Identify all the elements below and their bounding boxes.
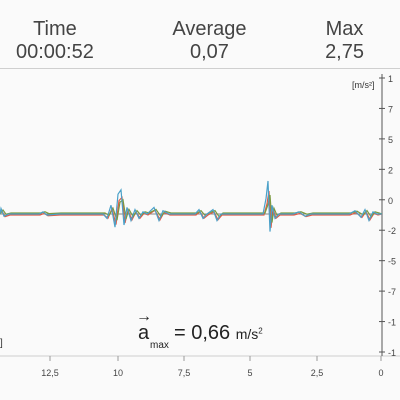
amax-unit: m/s2	[236, 326, 263, 342]
average-value: 0,07	[189, 41, 229, 63]
y-tick-label: 1	[388, 74, 393, 84]
amax-subscript: max	[150, 340, 169, 351]
amax-readout: → a max = 0,66 m/s2	[134, 308, 294, 352]
x-tick-label: 10	[113, 368, 123, 378]
y-tick-label: -1	[388, 348, 396, 358]
x-tick-label: 2,5	[311, 368, 324, 378]
y-tick-label: -7	[388, 287, 396, 297]
max-value: 2,75	[325, 41, 364, 63]
amax-value: = 0,66 m/s2	[174, 322, 263, 345]
time-label: Time	[33, 18, 77, 40]
x-tick-label: 5	[247, 368, 252, 378]
amax-unit-text: m/s	[235, 326, 259, 342]
amax-number: = 0,66	[174, 322, 231, 344]
time-value: 00:00:52	[16, 41, 94, 63]
x-tick-label: 12,5	[41, 368, 59, 378]
time-stat: Time 00:00:52	[16, 18, 94, 64]
amax-symbol: a	[138, 322, 150, 344]
y-tick-label: 0	[388, 196, 393, 206]
stats-header: Time 00:00:52 Average 0,07 Max 2,75	[0, 0, 400, 68]
average-stat: Average 0,07	[172, 18, 246, 64]
y-tick-label: -1	[388, 318, 396, 328]
y-tick-label: -2	[388, 226, 396, 236]
max-stat: Max 2,75	[325, 18, 364, 64]
y-tick-label: 5	[388, 135, 393, 145]
y-tick-label: 7	[388, 104, 393, 114]
y-tick-label: 2	[388, 165, 393, 175]
amax-unit-sup: 2	[258, 326, 263, 336]
series-green-line	[0, 194, 383, 223]
average-label: Average	[172, 18, 247, 40]
x-tick-label: 0	[378, 368, 383, 378]
left-edge-label: ]	[0, 338, 3, 349]
header-divider	[0, 68, 400, 69]
y-tick-label: -5	[388, 257, 396, 267]
y-axis-label: [m/s²]	[352, 80, 375, 90]
series-blue-line	[0, 180, 382, 232]
vector-arrow: →	[136, 308, 152, 325]
series-red-line	[0, 190, 383, 228]
max-label: Max	[325, 18, 364, 40]
x-tick-label: 7,5	[178, 368, 191, 378]
